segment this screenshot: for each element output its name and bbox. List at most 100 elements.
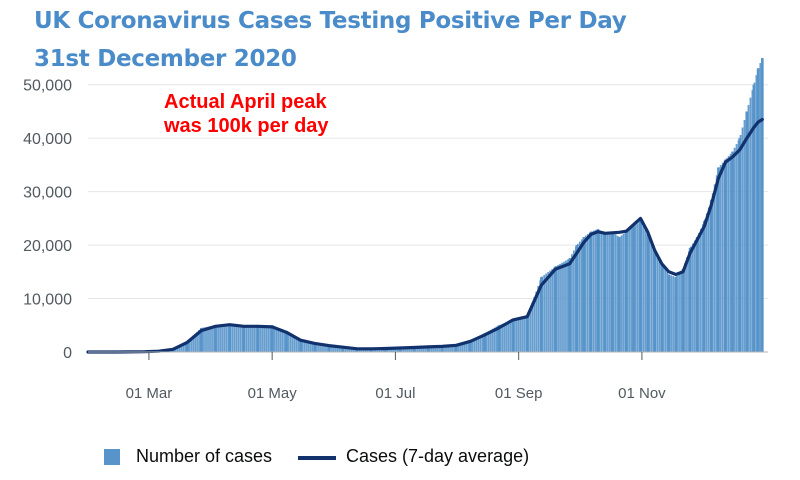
bar xyxy=(329,345,331,352)
bar xyxy=(656,256,659,352)
legend-line-label: Cases (7-day average) xyxy=(346,446,530,466)
bar xyxy=(440,346,442,352)
x-tick-label: 01 Nov xyxy=(618,385,666,402)
bar xyxy=(406,347,409,352)
legend-line-swatch xyxy=(298,456,336,460)
bar xyxy=(376,348,379,352)
bar xyxy=(686,257,688,352)
bar xyxy=(265,325,268,352)
bar xyxy=(525,317,528,352)
bar xyxy=(473,338,476,352)
bar xyxy=(267,325,270,352)
bar xyxy=(386,348,389,352)
bar xyxy=(305,342,308,352)
bar xyxy=(620,235,623,352)
bar xyxy=(263,325,266,352)
bar xyxy=(507,321,510,352)
bar xyxy=(277,328,280,352)
bar xyxy=(672,276,674,352)
bar xyxy=(450,345,452,352)
bar xyxy=(642,226,645,352)
bar xyxy=(541,276,544,352)
bar xyxy=(346,348,349,352)
bar xyxy=(666,271,669,352)
bar xyxy=(576,243,579,352)
bar xyxy=(327,345,329,352)
bar xyxy=(761,58,764,352)
bar xyxy=(537,285,540,352)
bar xyxy=(372,348,375,352)
bar xyxy=(303,342,306,352)
bar xyxy=(501,323,504,352)
bar xyxy=(299,341,302,352)
bar xyxy=(707,207,710,352)
bar xyxy=(428,346,431,352)
bar xyxy=(348,348,351,352)
bar xyxy=(723,160,726,352)
bar xyxy=(184,342,187,352)
bar xyxy=(231,324,234,352)
bar xyxy=(644,230,647,352)
bar xyxy=(588,232,591,352)
bar xyxy=(333,346,335,352)
bar xyxy=(178,345,181,352)
bar xyxy=(188,339,191,352)
bar xyxy=(182,343,185,352)
bar xyxy=(396,347,399,352)
bar xyxy=(479,335,482,352)
bar xyxy=(384,348,387,352)
bar xyxy=(448,345,450,352)
bar xyxy=(388,348,391,352)
bar xyxy=(212,325,214,352)
bar xyxy=(660,262,663,352)
bar xyxy=(418,346,421,352)
bar xyxy=(634,224,637,352)
bar xyxy=(424,346,427,352)
bar xyxy=(733,147,736,352)
bar xyxy=(759,62,762,353)
bar xyxy=(414,347,417,352)
bar xyxy=(233,325,236,352)
bar xyxy=(340,347,343,352)
bar xyxy=(674,276,676,352)
bar xyxy=(688,251,690,352)
bar xyxy=(295,338,298,352)
bar xyxy=(493,327,496,352)
bar xyxy=(741,127,744,352)
bar xyxy=(446,345,448,352)
bar xyxy=(229,324,232,352)
bar xyxy=(289,335,292,352)
axes: 0 10,000 20,000 30,000 40,000 50,000 01 Mar 01 … xyxy=(23,78,768,402)
bar xyxy=(517,318,520,352)
bar xyxy=(374,348,377,352)
bar xyxy=(590,231,593,352)
bar xyxy=(454,345,456,352)
bar xyxy=(463,342,466,352)
bar xyxy=(287,334,290,352)
bar xyxy=(565,260,567,352)
bar xyxy=(684,263,686,352)
bar xyxy=(511,320,514,352)
bar xyxy=(390,348,393,352)
bar xyxy=(630,227,633,352)
bar xyxy=(481,334,484,352)
chart-subtitle: 31st December 2020 xyxy=(34,46,297,72)
bar xyxy=(515,319,518,352)
bar xyxy=(563,261,565,352)
bar xyxy=(176,346,179,352)
bar xyxy=(604,234,607,352)
bar xyxy=(755,75,758,352)
bar xyxy=(509,320,512,352)
bar xyxy=(682,269,684,352)
bar xyxy=(192,335,195,352)
bar xyxy=(646,233,649,352)
bar xyxy=(416,347,419,352)
bar xyxy=(711,193,714,352)
bar xyxy=(311,343,314,352)
bar xyxy=(291,336,294,352)
bar xyxy=(491,328,494,352)
bar xyxy=(539,280,542,352)
y-tick-label: 30,000 xyxy=(23,185,72,202)
bar xyxy=(434,346,436,352)
